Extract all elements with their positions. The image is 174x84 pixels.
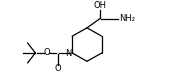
Text: OH: OH [93,1,106,10]
Text: NH₂: NH₂ [120,14,136,23]
Text: O: O [43,48,50,57]
Text: N: N [65,49,71,58]
Text: O: O [54,64,61,73]
